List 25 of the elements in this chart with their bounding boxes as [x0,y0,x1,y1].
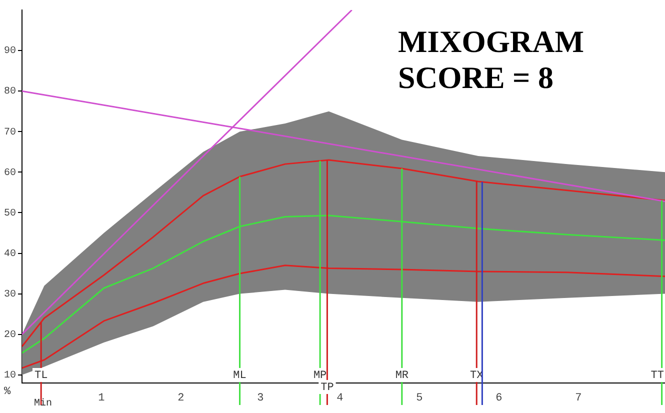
ref-line-label: TP [320,382,334,394]
y-tick-label: 70 [4,127,16,138]
y-tick-label: 20 [4,330,16,341]
x-axis-title: Min [34,398,52,410]
ref-line-label: MR [395,370,409,382]
y-tick-label: 50 [4,208,16,220]
text: MIXOGRAM SCORE = 8 [398,24,585,96]
x-tick-label: 5 [416,392,423,405]
x-tick-label: 7 [575,392,582,405]
x-tick-label: 4 [336,392,344,405]
x-tick-label: 3 [257,392,264,405]
y-tick-label: 80 [4,86,16,98]
y-axis-title: % [4,386,11,398]
y-tick-label: 30 [4,289,16,300]
ref-line-label: TT [650,370,664,382]
x-tick-label: 2 [178,392,184,405]
ref-line-label: MP [313,370,328,382]
y-tick-label: 90 [4,46,16,58]
ref-line-label: ML [233,370,246,382]
x-tick-label: 1 [98,392,106,405]
y-tick-label: 40 [4,248,16,260]
y-tick-label: 10 [4,370,16,382]
ref-line-label: TL [34,370,48,382]
x-tick-label: 6 [496,392,502,405]
y-tick-label: 60 [4,168,16,179]
